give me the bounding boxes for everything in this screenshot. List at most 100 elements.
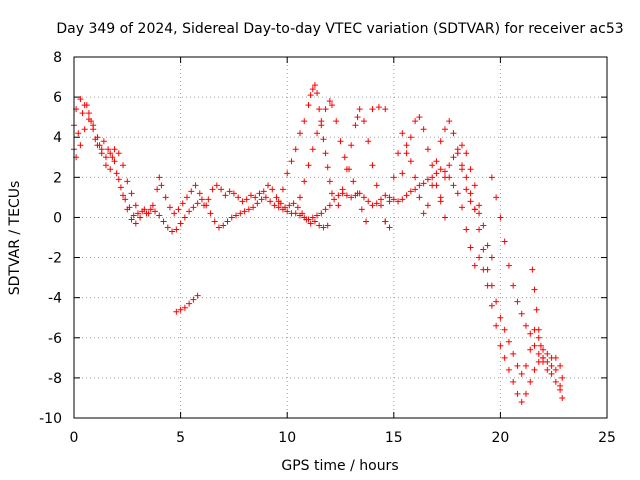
data-point [395,198,402,205]
data-point [424,146,431,153]
data-point [480,246,487,253]
data-point [552,354,559,361]
data-point [173,308,180,315]
data-point [137,214,144,221]
data-point [237,210,244,217]
data-point [358,206,365,213]
data-point [348,142,355,149]
data-point [544,350,551,357]
data-point [324,164,331,171]
data-point [537,342,544,349]
data-point [113,170,120,177]
data-point [429,182,436,189]
y-tick-label: -6 [48,331,62,347]
data-point [149,202,156,209]
data-point [471,262,478,269]
data-point [557,362,564,369]
data-point [531,366,538,373]
data-point [117,184,124,191]
data-point [301,118,308,125]
data-point [98,146,105,153]
data-point [186,300,193,307]
data-point [326,202,333,209]
series-sat-n [173,292,201,315]
data-point [260,188,267,195]
data-point [531,286,538,293]
data-point [471,182,478,189]
data-point [294,204,301,211]
data-point [79,110,86,117]
data-point [158,182,165,189]
data-point [85,110,92,117]
data-point [390,196,397,203]
data-point [322,106,329,113]
grid-layer [74,57,607,418]
data-point [373,200,380,207]
data-point [181,214,188,221]
data-point [271,202,278,209]
data-point [360,118,367,125]
data-point [130,212,137,219]
data-point [416,194,423,201]
data-point [552,366,559,373]
data-point [94,134,101,141]
x-tick-label: 10 [278,430,296,446]
data-point [314,130,321,137]
data-point [488,254,495,261]
data-point [480,222,487,229]
data-point [275,198,282,205]
data-point [243,196,250,203]
data-point [505,366,512,373]
data-point [484,242,491,249]
data-point [399,196,406,203]
data-point [290,200,297,207]
data-point [201,202,208,209]
data-point [390,174,397,181]
y-tick-label: 4 [53,130,62,146]
data-point [476,202,483,209]
data-point [181,304,188,311]
data-point [296,194,303,201]
data-point [488,174,495,181]
data-point [459,162,466,169]
series-sat-m [529,266,547,361]
series-sat-l [488,174,566,381]
data-point [77,142,84,149]
data-point [102,154,109,161]
data-point [476,226,483,233]
data-point [320,224,327,231]
data-point [337,138,344,145]
data-point [279,186,286,193]
data-point [527,330,534,337]
series-sat-h [399,114,448,221]
data-point [437,138,444,145]
data-point [256,190,263,197]
data-point [412,174,419,181]
y-tick-label: 2 [53,170,62,186]
data-point [373,182,380,189]
data-point [303,216,310,223]
data-point [188,188,195,195]
data-point [544,366,551,373]
data-point [501,354,508,361]
y-tick-label: -10 [39,411,62,427]
data-point [441,214,448,221]
data-point [307,220,314,227]
data-point [141,206,148,213]
data-point [233,212,240,219]
x-tick-label: 5 [176,430,185,446]
data-point [484,266,491,273]
data-point [450,182,457,189]
data-point [412,186,419,193]
data-point [115,176,122,183]
data-point [527,346,534,353]
data-point [105,146,112,153]
data-point [552,378,559,385]
y-tick-label: -4 [48,291,62,307]
data-point [154,186,161,193]
data-point [459,142,466,149]
data-point [467,198,474,205]
data-point [463,186,470,193]
data-point [152,208,159,215]
data-point [218,186,225,193]
